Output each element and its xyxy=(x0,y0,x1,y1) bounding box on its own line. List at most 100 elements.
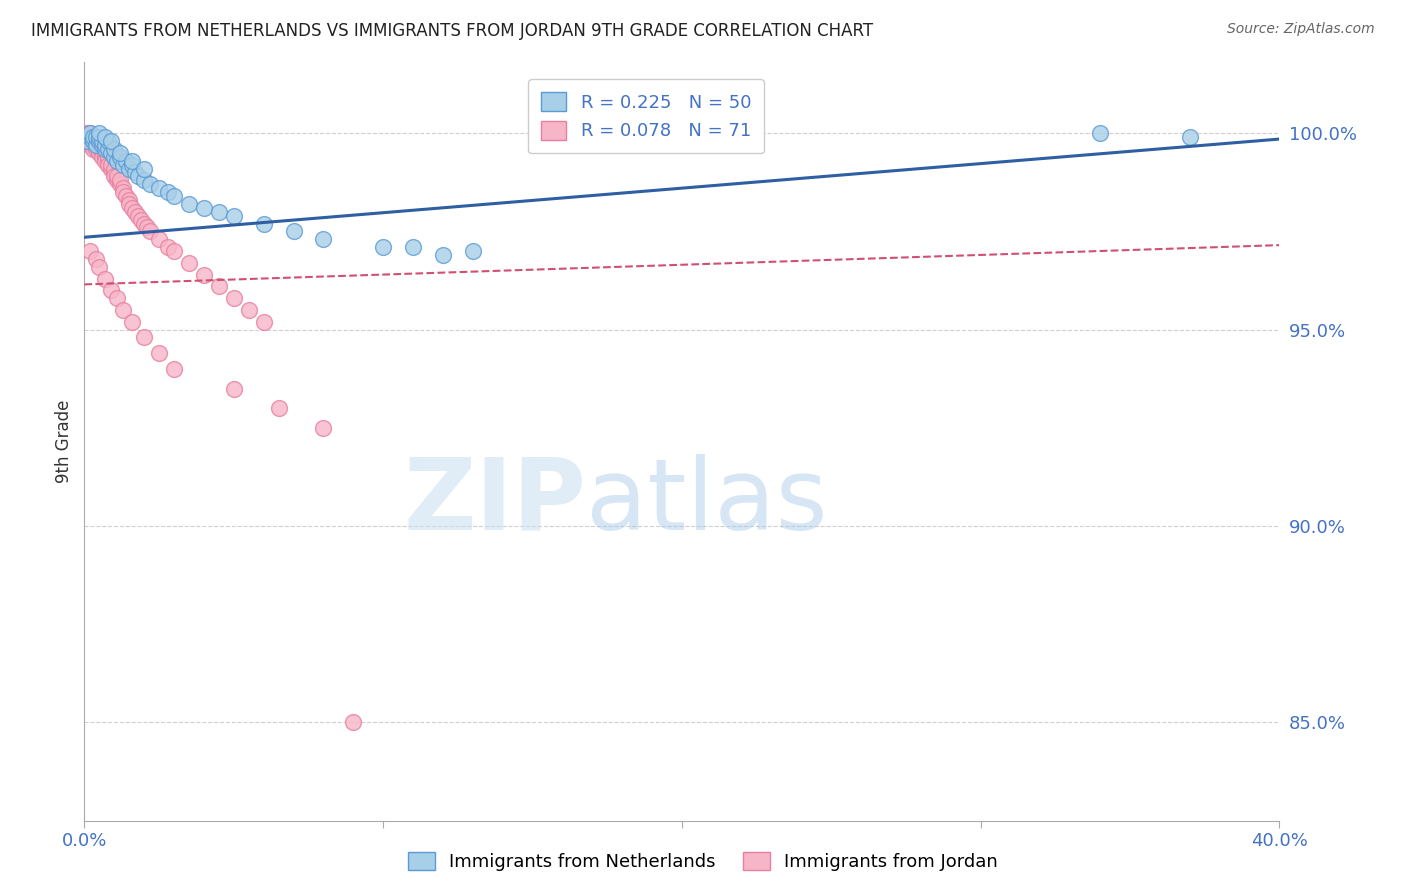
Point xyxy=(222,209,245,223)
Point xyxy=(89,126,111,140)
Point xyxy=(91,150,114,164)
Point xyxy=(82,137,104,152)
Point xyxy=(115,153,138,168)
Point xyxy=(148,181,170,195)
Point xyxy=(267,401,290,416)
Point xyxy=(103,150,125,164)
Point xyxy=(89,145,111,160)
Point xyxy=(97,158,120,172)
Point xyxy=(97,150,120,164)
Point xyxy=(238,302,260,317)
Point xyxy=(94,130,117,145)
Point xyxy=(193,268,215,282)
Point xyxy=(103,161,125,176)
Point xyxy=(82,142,104,156)
Point xyxy=(121,201,143,215)
Point xyxy=(1090,126,1112,140)
Point xyxy=(76,134,98,148)
Point xyxy=(79,130,101,145)
Point xyxy=(129,212,152,227)
Point xyxy=(100,134,122,148)
Point xyxy=(193,201,215,215)
Point xyxy=(342,715,364,730)
Point xyxy=(89,137,111,152)
Point xyxy=(94,137,117,152)
Point xyxy=(1178,130,1201,145)
Point xyxy=(86,137,108,152)
Point xyxy=(94,150,117,164)
Point xyxy=(94,142,117,156)
Point xyxy=(121,315,143,329)
Point xyxy=(82,130,104,145)
Point xyxy=(79,130,101,145)
Point xyxy=(105,153,128,168)
Point xyxy=(103,169,125,184)
Point xyxy=(432,248,454,262)
Point xyxy=(86,137,108,152)
Point xyxy=(139,224,162,238)
Point xyxy=(157,240,180,254)
Point xyxy=(112,181,135,195)
Point xyxy=(100,161,122,176)
Point xyxy=(91,134,114,148)
Point xyxy=(79,126,101,140)
Point xyxy=(82,134,104,148)
Point xyxy=(163,362,186,376)
Point xyxy=(163,189,186,203)
Legend: R = 0.225   N = 50, R = 0.078   N = 71: R = 0.225 N = 50, R = 0.078 N = 71 xyxy=(529,79,763,153)
Point xyxy=(127,209,149,223)
Point xyxy=(253,217,276,231)
Point xyxy=(115,189,138,203)
Point xyxy=(97,134,120,148)
Point xyxy=(100,283,122,297)
Point xyxy=(112,158,135,172)
Point xyxy=(89,134,111,148)
Point xyxy=(132,173,156,187)
Point xyxy=(86,134,108,148)
Point xyxy=(177,197,200,211)
Point xyxy=(110,178,132,192)
Point xyxy=(208,279,231,293)
Point xyxy=(283,224,305,238)
Legend: Immigrants from Netherlands, Immigrants from Jordan: Immigrants from Netherlands, Immigrants … xyxy=(401,845,1005,879)
Point xyxy=(163,244,186,258)
Point xyxy=(222,291,245,305)
Text: IMMIGRANTS FROM NETHERLANDS VS IMMIGRANTS FROM JORDAN 9TH GRADE CORRELATION CHAR: IMMIGRANTS FROM NETHERLANDS VS IMMIGRANT… xyxy=(31,22,873,40)
Point xyxy=(177,256,200,270)
Point xyxy=(127,169,149,184)
Point xyxy=(105,169,128,184)
Point xyxy=(110,145,132,160)
Point xyxy=(79,137,101,152)
Point xyxy=(461,244,484,258)
Point xyxy=(89,130,111,145)
Point xyxy=(103,142,125,156)
Point xyxy=(136,220,159,235)
Point xyxy=(118,161,141,176)
Point xyxy=(79,126,101,140)
Point xyxy=(86,252,108,266)
Point xyxy=(157,185,180,199)
Point xyxy=(97,142,120,156)
Point xyxy=(253,315,276,329)
Point xyxy=(124,165,146,179)
Point xyxy=(132,330,156,344)
Point xyxy=(76,134,98,148)
Point xyxy=(139,178,162,192)
Point xyxy=(148,232,170,246)
Point xyxy=(124,204,146,219)
Point xyxy=(132,161,156,176)
Point xyxy=(118,197,141,211)
Point xyxy=(86,130,108,145)
Point xyxy=(82,134,104,148)
Point xyxy=(112,185,135,199)
Y-axis label: 9th Grade: 9th Grade xyxy=(55,400,73,483)
Point xyxy=(100,158,122,172)
Point xyxy=(91,145,114,160)
Point xyxy=(312,232,335,246)
Point xyxy=(121,158,143,172)
Text: Source: ZipAtlas.com: Source: ZipAtlas.com xyxy=(1227,22,1375,37)
Point xyxy=(105,291,128,305)
Point xyxy=(89,142,111,156)
Point xyxy=(112,302,135,317)
Point xyxy=(79,244,101,258)
